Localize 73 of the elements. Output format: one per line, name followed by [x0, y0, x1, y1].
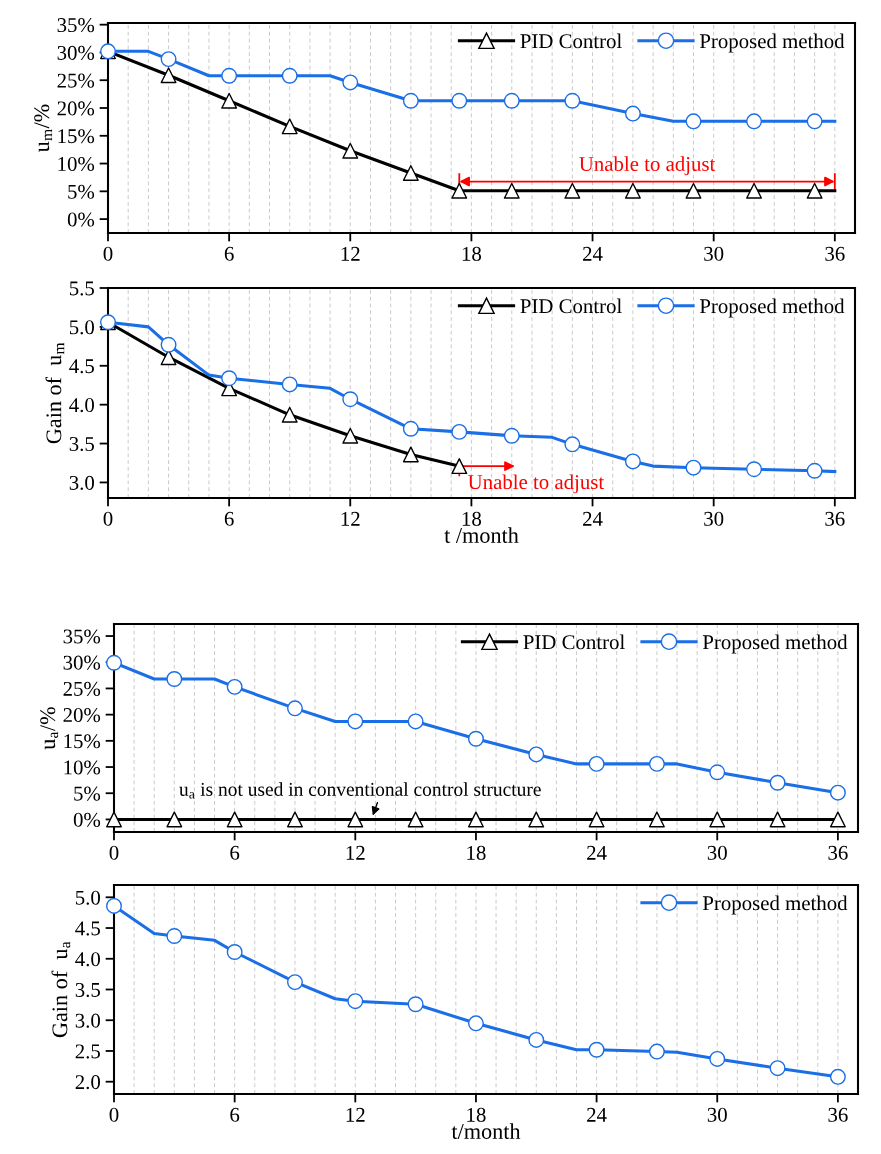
x-tick-label: 36 — [825, 246, 845, 261]
y-tick-label: 30% — [63, 655, 101, 670]
y-tick-label: 10% — [58, 156, 95, 172]
y-tick-label: 4.5 — [75, 921, 100, 936]
x-tick-label: 12 — [341, 246, 360, 261]
y-tick-label: 20% — [63, 708, 101, 723]
x-tick-label: 18 — [467, 845, 486, 860]
annotation: u$_{a}$ is not used in conventional control structure — [179, 782, 541, 799]
y-tick-label: 4.0 — [69, 398, 95, 413]
y-tick-label: 35% — [57, 18, 95, 33]
x-tick-label: 12 — [346, 1107, 365, 1122]
annotation: Unable to adjust — [579, 156, 716, 176]
y-tick-label: 5.0 — [75, 890, 101, 905]
legend-label: Proposed method — [702, 634, 848, 654]
x-tick-label: 18 — [467, 1107, 486, 1122]
x-tick-label: 30 — [707, 845, 727, 860]
y-tick-label: 30% — [57, 45, 95, 60]
legend-label: PID Control — [523, 634, 625, 650]
y-tick-label: 20% — [57, 101, 95, 116]
y-tick-label: 0% — [67, 212, 95, 227]
x-tick-label: 6 — [230, 845, 240, 860]
y-tick-label: 25% — [63, 681, 101, 696]
y-tick-label: 25% — [57, 73, 95, 88]
y-tick-label: 15% — [64, 734, 101, 749]
x-tick-label: 36 — [825, 511, 845, 526]
x-tick-label: 24 — [587, 1107, 607, 1122]
x-tick-label: 24 — [587, 845, 607, 860]
x-axis-title: t /month — [444, 527, 519, 543]
y-axis-title: Gain of u$_{a}$ — [51, 941, 71, 1038]
legend-label: PID Control — [520, 33, 622, 49]
x-axis-title: t/month — [451, 1123, 521, 1139]
x-tick-label: 0 — [109, 845, 119, 860]
legend-label: PID Control — [520, 298, 622, 314]
y-tick-label: 35% — [63, 629, 101, 644]
y-tick-label: 5% — [74, 786, 101, 801]
y-tick-label: 2.0 — [75, 1075, 101, 1090]
y-tick-label: 0% — [73, 812, 101, 827]
x-tick-label: 12 — [346, 845, 365, 860]
x-tick-label: 18 — [462, 511, 482, 526]
y-tick-label: 3.0 — [75, 1013, 101, 1028]
annotation: Unable to adjust — [468, 474, 605, 494]
y-tick-label: 5.5 — [69, 281, 94, 296]
x-tick-label: 6 — [224, 246, 234, 261]
legend-label: Proposed method — [699, 298, 845, 318]
y-axis-title: u$_{m}$/% — [34, 104, 53, 153]
y-tick-label: 5% — [68, 184, 95, 199]
legend-label: Proposed method — [702, 895, 848, 915]
x-tick-label: 6 — [224, 511, 234, 526]
y-axis-title: Gain of u$_{m}$ — [45, 342, 65, 444]
x-tick-label: 6 — [230, 1107, 240, 1122]
x-tick-label: 36 — [828, 1107, 848, 1122]
legend-label: Proposed method — [699, 33, 845, 53]
x-tick-label: 18 — [462, 246, 482, 261]
y-tick-label: 5.0 — [69, 320, 95, 335]
y-axis-title: u$_{a}$/% — [40, 707, 59, 750]
x-tick-label: 0 — [109, 1107, 119, 1122]
y-tick-label: 3.5 — [75, 982, 100, 998]
x-tick-label: 30 — [704, 511, 724, 526]
y-tick-label: 2.5 — [75, 1044, 100, 1059]
x-tick-label: 30 — [707, 1107, 727, 1122]
x-tick-label: 30 — [704, 246, 724, 261]
y-tick-label: 4.0 — [75, 952, 101, 967]
x-tick-label: 0 — [103, 246, 113, 261]
x-tick-label: 12 — [341, 511, 360, 526]
x-tick-label: 0 — [103, 511, 113, 526]
y-tick-label: 3.0 — [69, 475, 95, 490]
y-tick-label: 3.5 — [69, 436, 94, 452]
y-tick-label: 4.5 — [69, 359, 94, 374]
x-tick-label: 36 — [828, 845, 848, 860]
y-tick-label: 10% — [64, 760, 101, 775]
y-tick-label: 15% — [58, 129, 95, 144]
x-tick-label: 24 — [583, 246, 603, 261]
x-tick-label: 24 — [583, 511, 603, 526]
